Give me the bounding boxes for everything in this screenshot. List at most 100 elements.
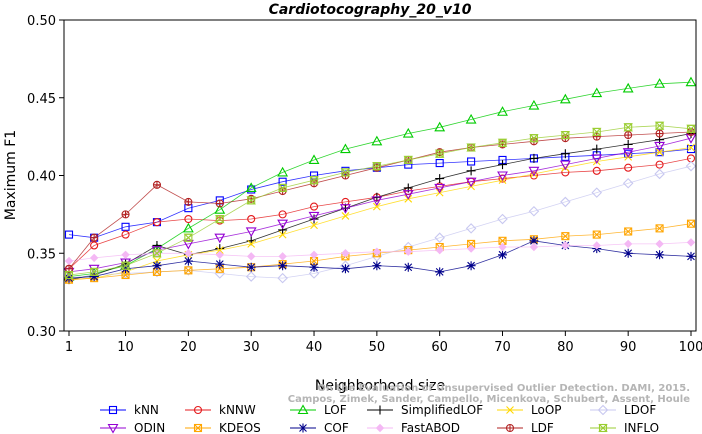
data-point-fastabod-65	[466, 244, 476, 253]
data-point-kdeos-20	[184, 266, 193, 275]
data-point-lof-60	[434, 121, 446, 132]
data-point-cof-45	[340, 264, 350, 274]
data-point-cof-55	[403, 262, 413, 272]
data-point-lof-30	[245, 182, 257, 192]
x-tick-label-80: 80	[557, 340, 574, 355]
data-point-odin-20	[182, 239, 194, 250]
data-point-simplifiedlof-80	[560, 149, 570, 159]
legend-item-ldf: LDF	[497, 421, 554, 434]
y-tick-label-0.30: 0.30	[27, 325, 56, 340]
plot-area	[63, 76, 697, 285]
data-point-knnw-15	[152, 218, 162, 227]
data-point-fastabod-70	[498, 242, 507, 252]
legend-label-loop: LoOP	[531, 403, 562, 417]
series-line-ldof	[68, 165, 692, 279]
data-point-simplifiedlof-85	[592, 144, 602, 154]
data-point-fastabod-85	[592, 241, 601, 250]
data-point-ldof-90	[622, 177, 634, 189]
data-point-fastabod-40	[309, 250, 319, 260]
x-tick-label-20: 20	[180, 340, 197, 355]
data-point-fastabod-95	[655, 239, 664, 249]
legend-label-ldof: LDOF	[624, 403, 656, 417]
data-point-knn-60	[435, 159, 444, 168]
plot-frame	[63, 19, 697, 332]
data-point-odin-85	[591, 154, 603, 165]
data-point-inflo-75	[529, 134, 539, 143]
y-tick-label-0.45: 0.45	[27, 92, 56, 107]
watermark-line-1: On the Evaluation of Unsupervised Outlie…	[317, 383, 690, 394]
data-point-ldf-85	[592, 132, 601, 141]
data-point-odin-25	[214, 233, 226, 244]
data-point-knn-35	[278, 177, 287, 186]
legend-item-odin: ODIN	[100, 421, 165, 434]
data-point-inflo-15	[152, 249, 162, 258]
data-point-ldf-5	[90, 233, 99, 242]
watermark-line-2: Campos, Zimek, Sander, Campello, Micenko…	[288, 394, 690, 405]
data-point-inflo-50	[372, 162, 382, 171]
x-tick-label-100: 100	[679, 340, 702, 355]
data-point-knnw-40	[309, 202, 319, 211]
legend-marker-knn	[108, 405, 118, 415]
data-point-odin-40	[308, 211, 320, 222]
data-point-ldf-90	[624, 131, 633, 140]
data-point-odin-75	[528, 166, 540, 177]
data-point-simplifiedlof-35	[278, 225, 288, 235]
data-point-fastabod-10	[121, 250, 130, 260]
y-tick-label-0.40: 0.40	[27, 170, 56, 185]
data-point-inflo-5	[89, 267, 99, 276]
legend-item-lof: LOF	[290, 403, 347, 417]
legend-label-ldf: LDF	[531, 421, 554, 434]
data-point-lof-95	[654, 78, 666, 88]
legend-marker-inflo	[598, 423, 608, 433]
data-point-odin-95	[654, 141, 666, 152]
data-point-fastabod-60	[435, 245, 444, 255]
data-point-cof-65	[466, 261, 476, 271]
chart-title: Cardiotocography_20_v10	[269, 2, 472, 18]
data-point-odin-70	[497, 171, 508, 182]
data-point-odin-55	[402, 190, 414, 200]
data-point-cof-25	[215, 259, 225, 269]
data-point-knnw-30	[247, 214, 256, 224]
data-point-inflo-100	[686, 124, 696, 133]
data-point-knn-100	[686, 145, 696, 154]
data-point-knnw-85	[592, 166, 601, 175]
data-point-simplifiedlof-90	[623, 139, 633, 149]
data-point-ldof-60	[434, 232, 445, 243]
data-point-simplifiedlof-15	[152, 240, 162, 250]
legend-marker-ldf	[505, 423, 515, 433]
data-point-inflo-90	[623, 123, 633, 132]
data-point-knnw-75	[529, 171, 538, 180]
data-point-ldf-10	[121, 210, 130, 219]
data-point-simplifiedlof-60	[435, 174, 445, 184]
data-point-inflo-25	[214, 214, 225, 224]
data-point-fastabod-20	[184, 249, 193, 258]
legend-marker-fastabod	[375, 423, 385, 433]
legend-marker-loop	[506, 406, 514, 414]
legend-label-knn: kNN	[134, 403, 159, 417]
data-point-kdeos-85	[592, 230, 601, 239]
x-tick-label-30: 30	[243, 340, 260, 355]
data-point-inflo-65	[466, 143, 476, 152]
data-point-fastabod-25	[215, 250, 224, 260]
legend-marker-lof	[297, 404, 309, 415]
y-axis-title: Maximum F1	[3, 130, 19, 220]
data-point-cof-75	[529, 236, 539, 246]
data-point-inflo-20	[183, 233, 194, 242]
data-point-cof-30	[246, 262, 256, 272]
data-point-ldf-25	[215, 199, 224, 208]
data-point-fastabod-30	[246, 252, 256, 261]
data-point-loop-45	[341, 212, 350, 220]
data-point-ldof-40	[308, 268, 320, 279]
data-point-ldof-30	[245, 271, 257, 282]
data-point-inflo-40	[309, 176, 319, 185]
x-tick-label-60: 60	[431, 340, 448, 355]
data-point-lof-50	[371, 135, 383, 146]
data-point-knn-10	[121, 222, 130, 231]
data-point-knnw-20	[184, 214, 193, 224]
data-point-inflo-10	[120, 261, 131, 270]
data-point-loop-30	[247, 240, 256, 248]
data-point-odin-80	[559, 160, 571, 171]
legend-marker-ldof	[597, 404, 609, 416]
data-point-fastabod-5	[89, 253, 99, 263]
data-point-inflo-55	[403, 155, 414, 164]
